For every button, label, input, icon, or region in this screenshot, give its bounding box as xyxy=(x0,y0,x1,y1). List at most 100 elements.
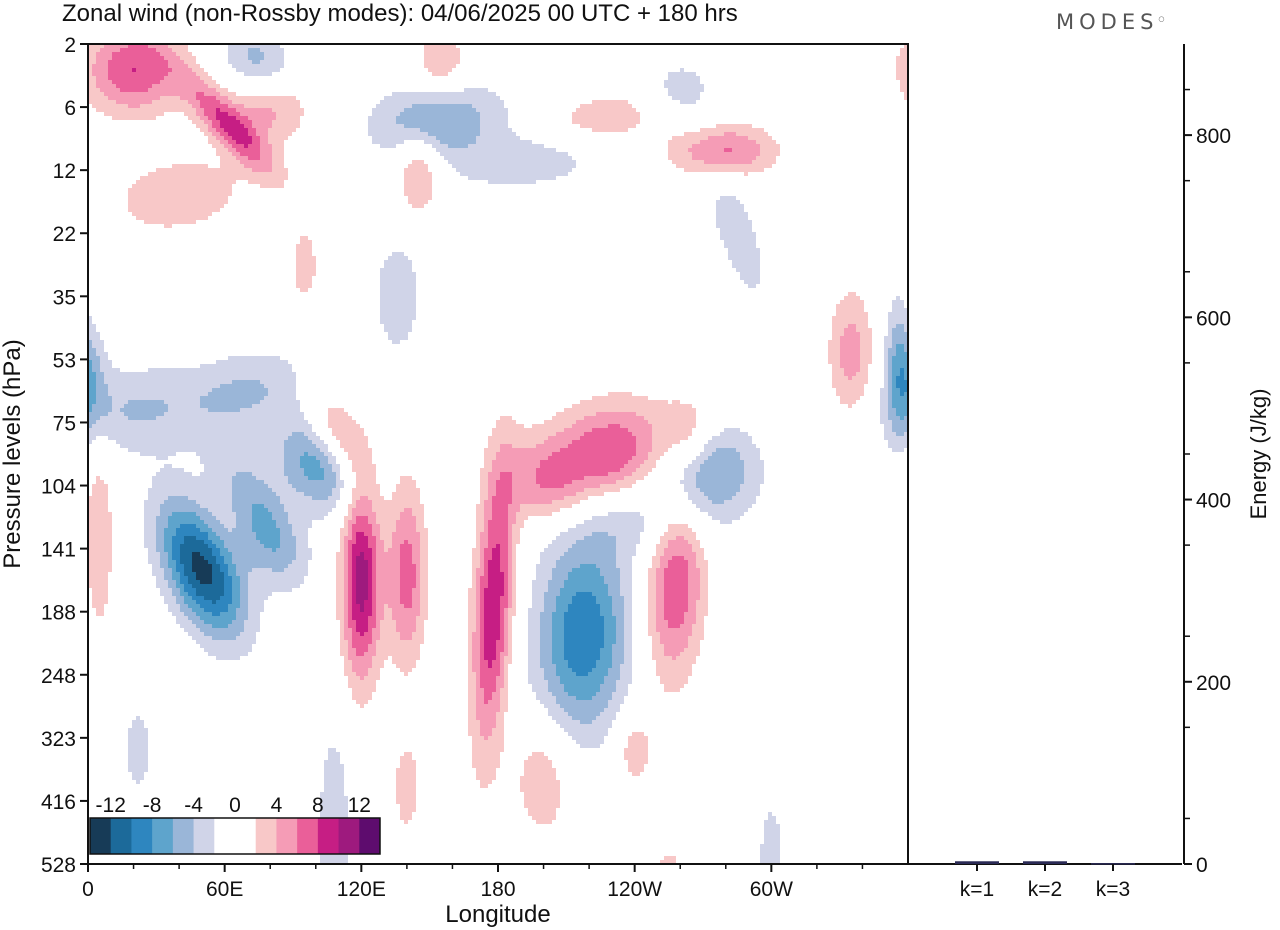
contour-cell xyxy=(284,464,300,468)
contour-cell xyxy=(536,468,620,472)
contour-cell xyxy=(392,92,496,96)
contour-cell xyxy=(88,340,92,344)
contour-cell xyxy=(256,532,280,536)
contour-cell xyxy=(96,380,104,384)
contour-cell xyxy=(528,648,540,652)
contour-cell xyxy=(692,460,704,464)
contour-cell xyxy=(468,668,472,672)
contour-cell xyxy=(200,364,292,368)
contour-cell xyxy=(128,752,148,756)
contour-cell xyxy=(512,492,576,496)
contour-cell xyxy=(248,592,272,596)
contour-cell xyxy=(284,504,336,508)
contour-cell xyxy=(88,544,112,548)
contour-cell xyxy=(376,536,380,540)
contour-cell xyxy=(532,600,544,604)
contour-cell xyxy=(96,52,112,56)
contour-cell xyxy=(472,756,500,760)
contour-cell xyxy=(496,544,500,548)
contour-cell xyxy=(100,360,112,364)
contour-cell xyxy=(664,84,704,88)
contour-cell xyxy=(508,520,516,524)
contour-cell xyxy=(624,636,632,640)
contour-cell xyxy=(652,636,660,640)
contour-cell xyxy=(708,440,752,444)
contour-cell xyxy=(480,536,488,540)
contour-cell xyxy=(376,564,400,568)
contour-cell xyxy=(96,608,104,612)
contour-cell xyxy=(620,576,632,580)
contour-cell xyxy=(404,540,408,544)
contour-cell xyxy=(568,548,616,552)
contour-cell xyxy=(136,716,140,720)
contour-cell xyxy=(472,580,476,584)
contour-cell xyxy=(508,580,512,584)
contour-cell xyxy=(88,332,100,336)
contour-cell xyxy=(376,652,420,656)
contour-cell xyxy=(372,560,376,564)
contour-cell xyxy=(128,728,148,732)
contour-cell xyxy=(188,496,232,500)
contour-cell xyxy=(232,500,280,504)
contour-cell xyxy=(280,532,292,536)
contour-cell xyxy=(564,624,604,628)
contour-cell xyxy=(356,600,364,604)
contour-cell xyxy=(664,604,688,608)
contour-cell xyxy=(196,500,232,504)
contour-cell xyxy=(480,616,484,620)
contour-cell xyxy=(692,548,704,552)
contour-cell xyxy=(200,400,260,404)
contour-cell xyxy=(148,560,160,564)
contour-cell xyxy=(688,584,700,588)
contour-cell xyxy=(468,624,476,628)
contour-cell xyxy=(836,388,864,392)
contour-cell xyxy=(392,656,420,660)
contour-cell xyxy=(656,600,664,604)
contour-cell xyxy=(384,328,412,332)
contour-cell xyxy=(336,576,344,580)
contour-cell xyxy=(356,700,368,704)
contour-cell xyxy=(540,660,552,664)
contour-cell xyxy=(120,48,156,52)
contour-cell xyxy=(664,572,688,576)
contour-cell xyxy=(720,520,732,524)
contour-cell xyxy=(480,608,484,612)
contour-cell xyxy=(672,160,704,164)
contour-cell xyxy=(596,692,612,696)
contour-cell xyxy=(468,644,472,648)
contour-cell xyxy=(480,120,508,124)
contour-cell xyxy=(348,608,352,612)
contour-cell xyxy=(572,116,640,120)
contour-cell xyxy=(724,500,756,504)
contour-cell xyxy=(96,352,108,356)
contour-cell xyxy=(488,520,508,524)
contour-cell xyxy=(656,660,696,664)
contour-cell xyxy=(252,528,280,532)
contour-cell xyxy=(476,696,484,700)
contour-cell xyxy=(700,488,740,492)
contour-cell xyxy=(188,100,200,104)
contour-cell xyxy=(392,660,416,664)
contour-cell xyxy=(644,416,696,420)
contour-cell xyxy=(508,584,512,588)
contour-cell xyxy=(348,644,352,648)
contour-cell xyxy=(144,520,156,524)
contour-cell xyxy=(336,592,344,596)
contour-cell xyxy=(184,112,196,116)
contour-cell xyxy=(424,56,460,60)
colorbar-swatch xyxy=(235,818,257,854)
contour-cell xyxy=(500,660,504,664)
contour-cell xyxy=(352,556,356,560)
contour-cell xyxy=(616,556,632,560)
contour-cell xyxy=(476,136,520,140)
contour-cell xyxy=(668,88,704,92)
contour-cell xyxy=(844,372,856,376)
contour-cell xyxy=(396,664,416,668)
contour-cell xyxy=(604,680,616,684)
contour-cell xyxy=(692,632,704,636)
contour-cell xyxy=(484,524,488,528)
contour-cell xyxy=(400,596,412,600)
contour-cell xyxy=(832,316,868,320)
contour-cell xyxy=(536,476,584,480)
contour-cell xyxy=(368,648,376,652)
